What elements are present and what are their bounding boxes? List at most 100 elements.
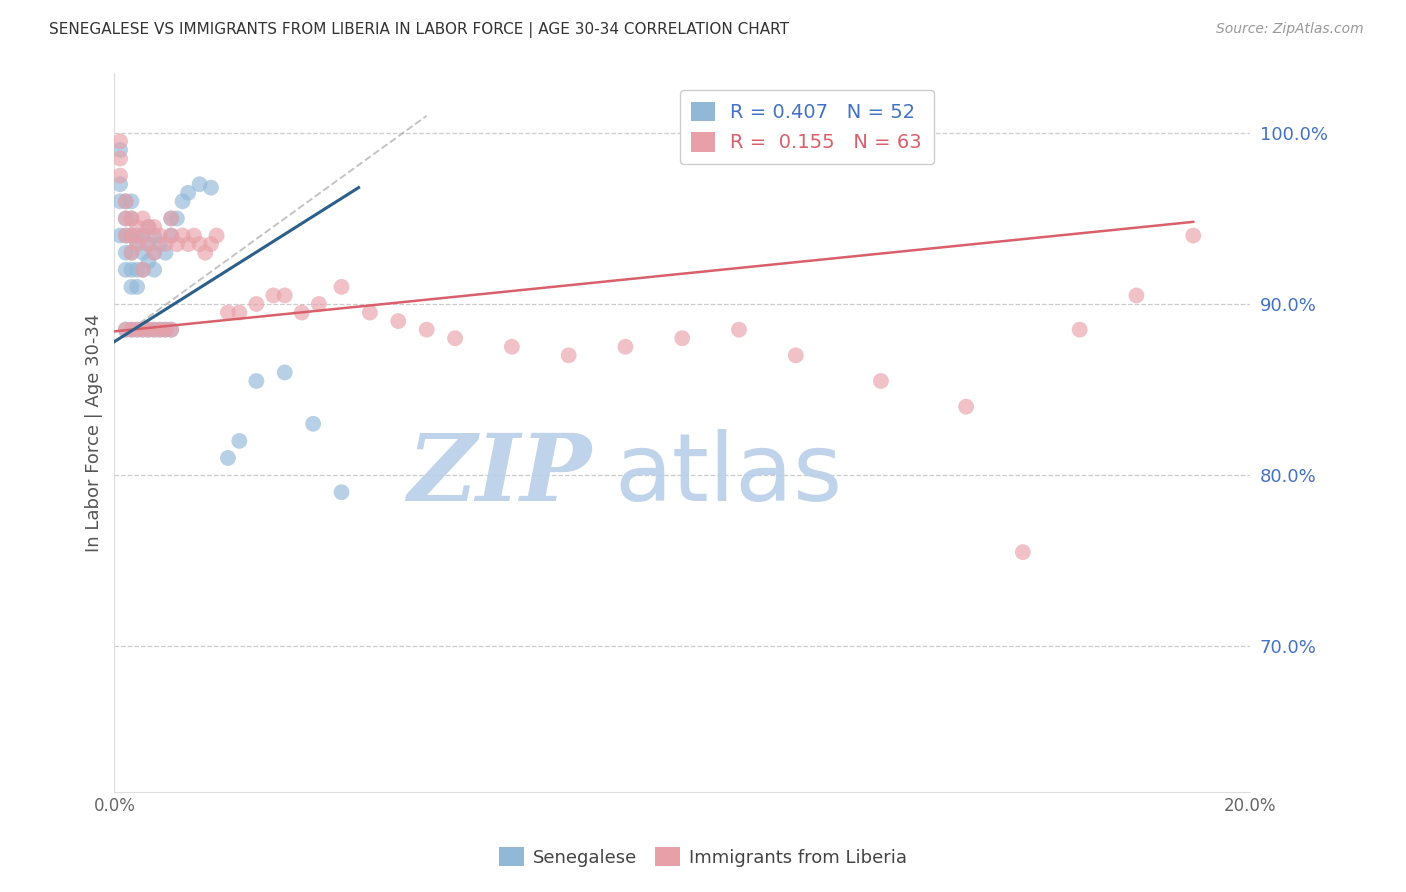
Point [172, 228, 194, 243]
Point [149, 323, 172, 337]
Point [160, 211, 183, 226]
Point [132, 228, 155, 243]
Point [557, 348, 579, 362]
Point [138, 323, 160, 337]
Text: ZIP: ZIP [408, 431, 592, 520]
Point [127, 237, 149, 252]
Point [143, 323, 166, 337]
Point [200, 180, 222, 194]
Text: SENEGALESE VS IMMIGRANTS FROM LIBERIA IN LABOR FORCE | AGE 30-34 CORRELATION CHA: SENEGALESE VS IMMIGRANTS FROM LIBERIA IN… [49, 22, 789, 38]
Point [143, 323, 166, 337]
Point [143, 245, 166, 260]
Point [127, 237, 149, 252]
Point [155, 237, 177, 252]
Point [671, 331, 693, 345]
Legend: R = 0.407   N = 52, R =  0.155   N = 63: R = 0.407 N = 52, R = 0.155 N = 63 [681, 90, 934, 164]
Point [194, 245, 217, 260]
Point [138, 219, 160, 234]
Point [138, 219, 160, 234]
Point [114, 262, 136, 277]
Point [143, 228, 166, 243]
Point [127, 323, 149, 337]
Point [160, 211, 183, 226]
Point [114, 211, 136, 226]
Point [127, 280, 149, 294]
Point [127, 323, 149, 337]
Point [172, 194, 194, 209]
Point [132, 245, 155, 260]
Point [291, 305, 314, 319]
Point [138, 237, 160, 252]
Point [785, 348, 807, 362]
Point [138, 323, 160, 337]
Point [228, 305, 250, 319]
Point [955, 400, 977, 414]
Point [1125, 288, 1147, 302]
Point [1012, 545, 1035, 559]
Point [127, 228, 149, 243]
Point [205, 228, 228, 243]
Point [188, 178, 211, 192]
Point [120, 211, 142, 226]
Text: atlas: atlas [614, 429, 842, 522]
Point [160, 323, 183, 337]
Point [120, 228, 142, 243]
Point [114, 194, 136, 209]
Point [160, 228, 183, 243]
Text: Source: ZipAtlas.com: Source: ZipAtlas.com [1216, 22, 1364, 37]
Point [132, 228, 155, 243]
Point [108, 169, 131, 183]
Point [245, 374, 267, 388]
Point [387, 314, 409, 328]
Point [108, 152, 131, 166]
Point [155, 245, 177, 260]
Point [245, 297, 267, 311]
Point [274, 288, 297, 302]
Point [501, 340, 523, 354]
Point [114, 323, 136, 337]
Point [108, 135, 131, 149]
Point [132, 262, 155, 277]
Point [132, 323, 155, 337]
Point [160, 228, 183, 243]
Y-axis label: In Labor Force | Age 30-34: In Labor Force | Age 30-34 [86, 313, 103, 551]
Point [359, 305, 381, 319]
Point [166, 211, 188, 226]
Point [120, 323, 142, 337]
Point [183, 228, 205, 243]
Point [114, 211, 136, 226]
Point [166, 237, 188, 252]
Point [108, 228, 131, 243]
Point [149, 228, 172, 243]
Point [138, 254, 160, 268]
Point [149, 237, 172, 252]
Point [870, 374, 893, 388]
Point [614, 340, 637, 354]
Point [728, 323, 751, 337]
Point [177, 237, 200, 252]
Legend: Senegalese, Immigrants from Liberia: Senegalese, Immigrants from Liberia [491, 840, 915, 874]
Point [114, 228, 136, 243]
Point [114, 245, 136, 260]
Point [120, 245, 142, 260]
Point [330, 280, 353, 294]
Point [444, 331, 467, 345]
Point [127, 219, 149, 234]
Point [217, 305, 239, 319]
Point [330, 485, 353, 500]
Point [1069, 323, 1091, 337]
Point [108, 194, 131, 209]
Point [114, 228, 136, 243]
Point [415, 323, 437, 337]
Point [132, 323, 155, 337]
Point [120, 280, 142, 294]
Point [217, 450, 239, 465]
Point [149, 323, 172, 337]
Point [262, 288, 284, 302]
Point [200, 237, 222, 252]
Point [138, 237, 160, 252]
Point [177, 186, 200, 200]
Point [274, 366, 297, 380]
Point [143, 219, 166, 234]
Point [155, 323, 177, 337]
